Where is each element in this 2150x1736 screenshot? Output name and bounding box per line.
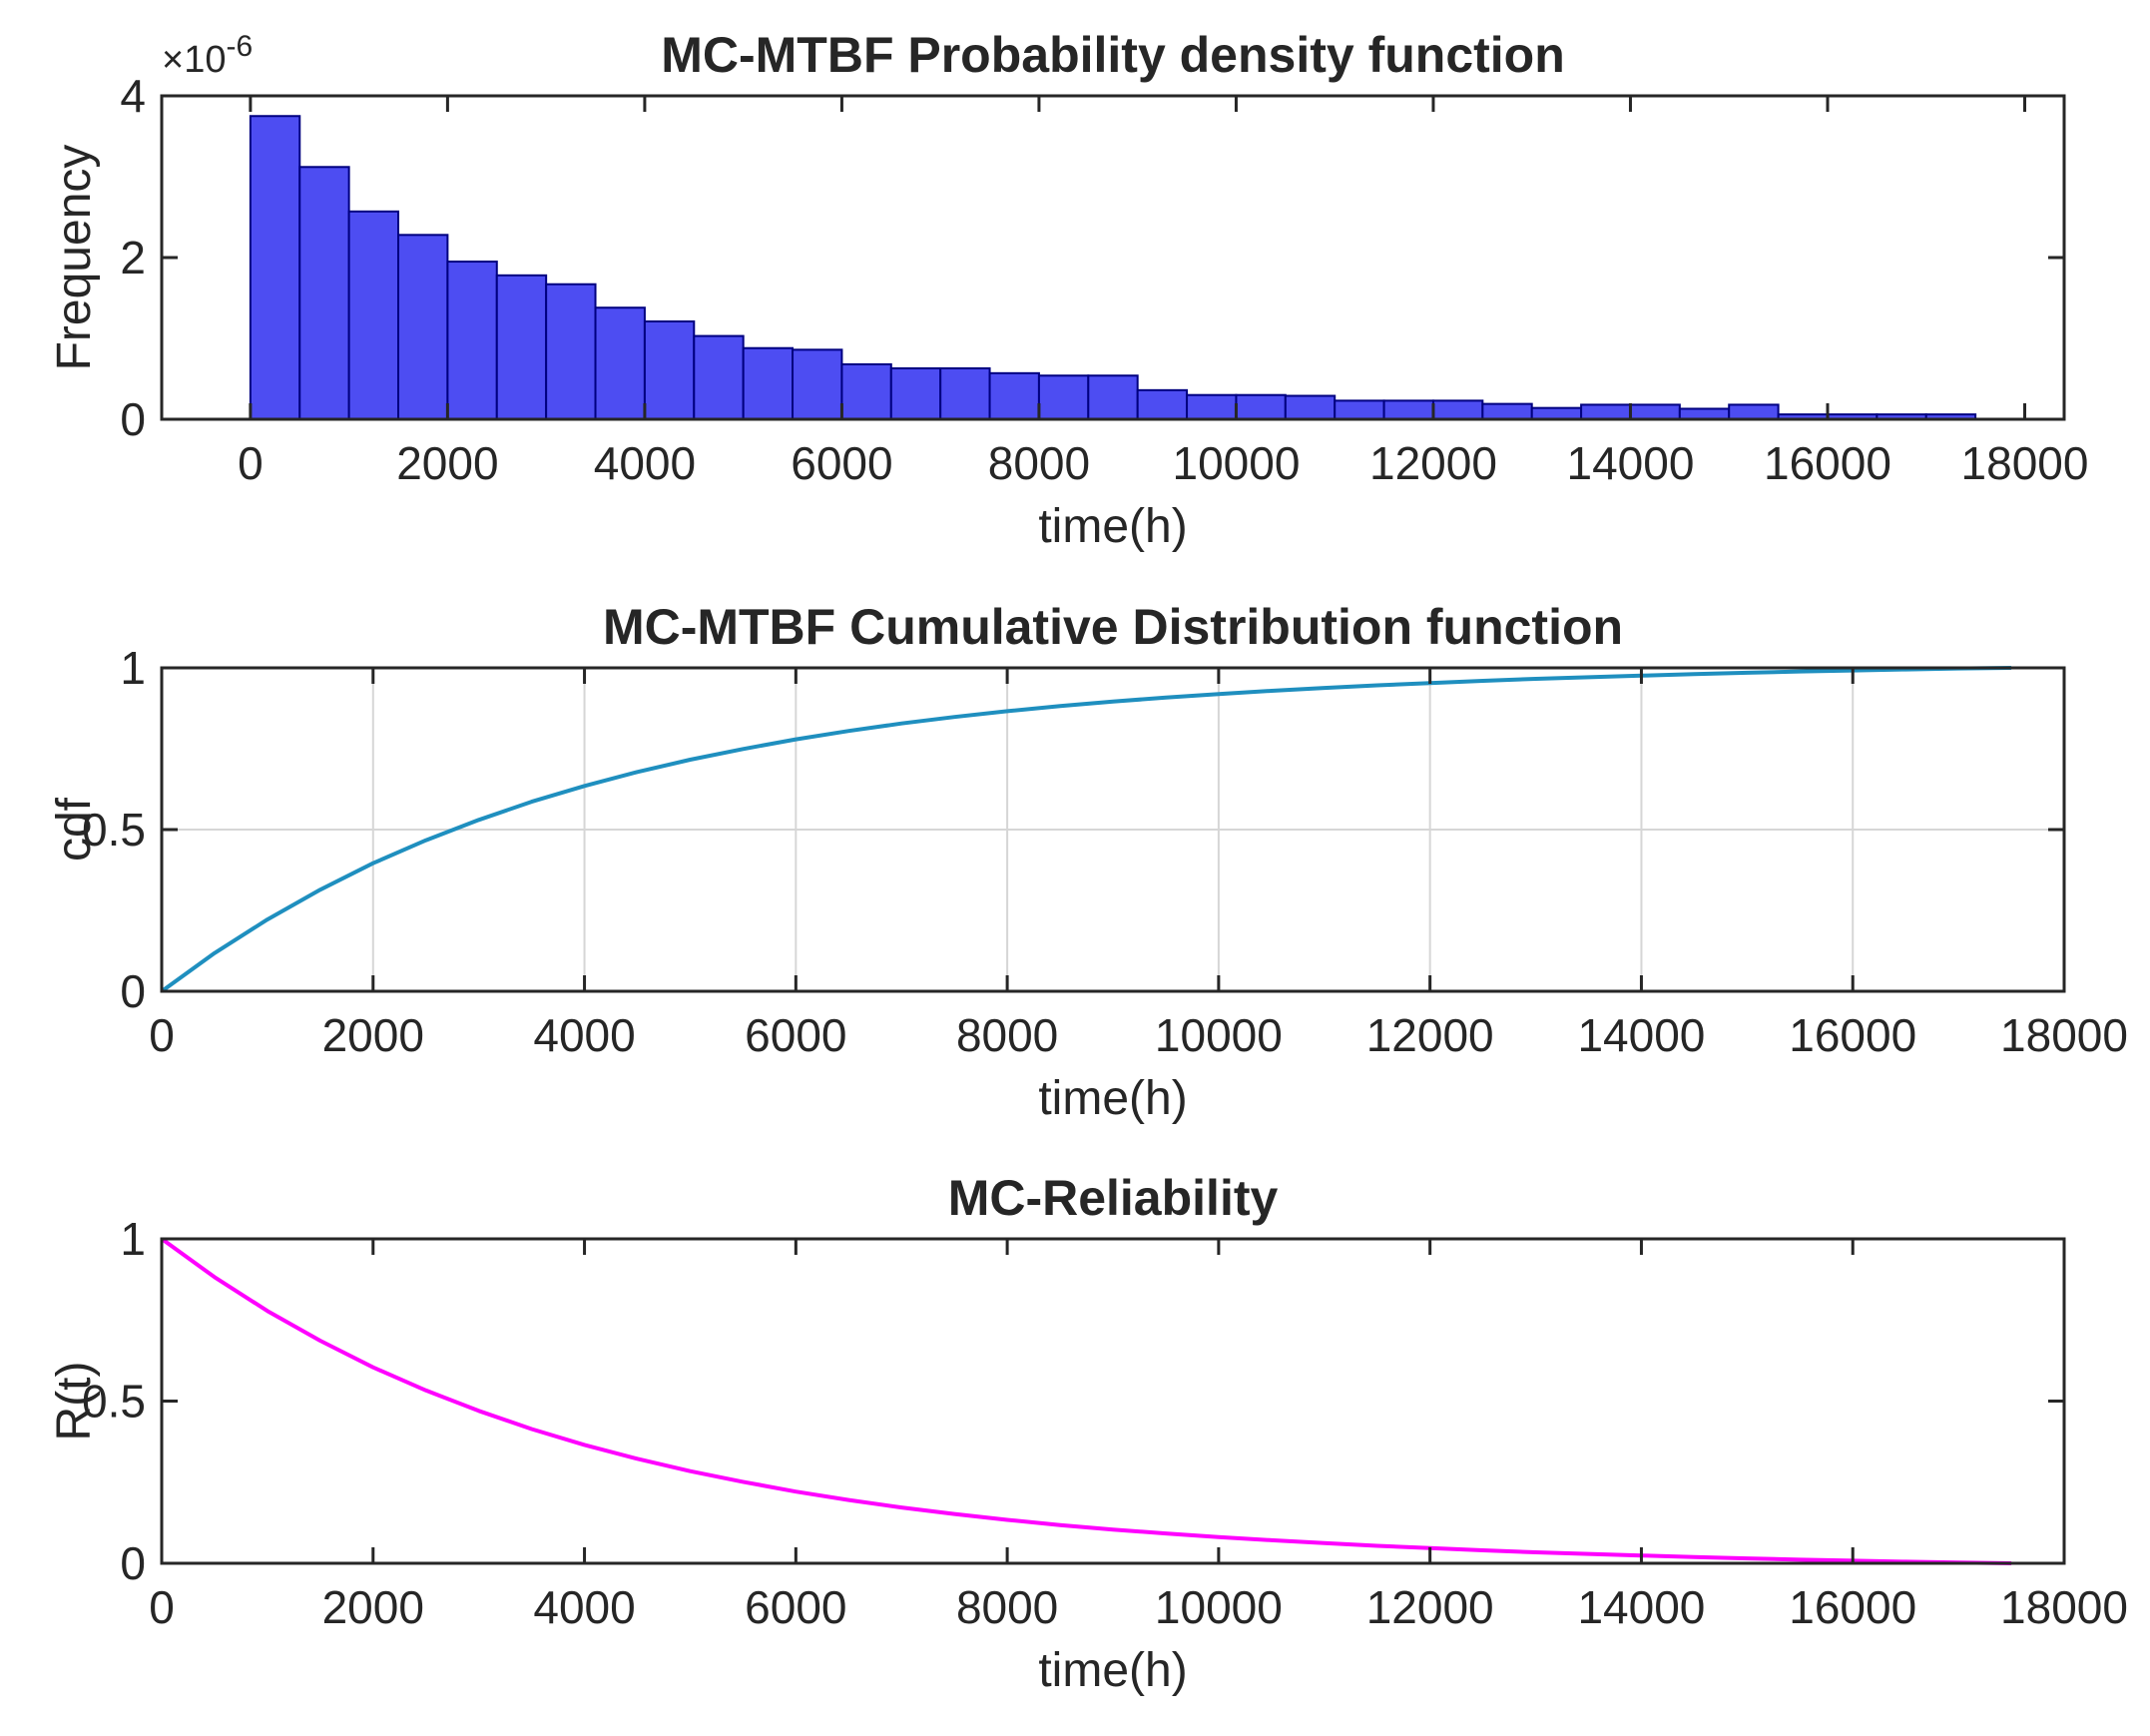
- x-tick-label: 6000: [745, 1009, 846, 1061]
- x-tick-label: 12000: [1366, 1581, 1494, 1633]
- histogram-bar: [1431, 399, 1484, 420]
- histogram-bar: [1037, 374, 1090, 421]
- series-line: [160, 666, 2012, 993]
- x-tick-label: 4000: [533, 1009, 635, 1061]
- x-tick-label: 16000: [1789, 1581, 1916, 1633]
- y-exponent-power: -6: [226, 30, 253, 63]
- x-axis-label: time(h): [1038, 500, 1187, 553]
- y-tick-label: 0.5: [82, 804, 146, 856]
- x-tick-label: 8000: [988, 437, 1090, 489]
- y-axis-label: cdf: [48, 797, 101, 862]
- x-tick-label: 8000: [956, 1009, 1058, 1061]
- histogram-bar: [1186, 393, 1238, 421]
- histogram-bar: [693, 334, 745, 421]
- histogram-bar: [939, 366, 991, 420]
- x-tick-label: 2000: [322, 1009, 424, 1061]
- histogram-bar: [1334, 399, 1385, 420]
- chart-title: MC-Reliability: [948, 1170, 1279, 1226]
- histogram-bar: [1235, 393, 1287, 421]
- y-tick-label: 1: [120, 1213, 146, 1265]
- y-axis-label: Frequency: [48, 145, 101, 371]
- histogram-bar: [1481, 402, 1533, 420]
- x-tick-label: 16000: [1789, 1009, 1916, 1061]
- x-tick-label: 0: [149, 1581, 175, 1633]
- x-tick-label: 0: [238, 437, 264, 489]
- axes-background: [162, 1239, 2064, 1563]
- histogram-bar: [840, 362, 892, 421]
- x-tick-label: 2000: [396, 437, 498, 489]
- histogram-bar: [792, 348, 843, 420]
- x-tick-label: 14000: [1577, 1009, 1705, 1061]
- x-tick-label: 4000: [533, 1581, 635, 1633]
- chart-title: MC-MTBF Probability density function: [661, 27, 1565, 83]
- y-exponent-label: ×10-6: [162, 30, 253, 81]
- histogram-bar: [889, 366, 942, 420]
- x-tick-label: 4000: [594, 437, 696, 489]
- x-tick-label: 10000: [1155, 1009, 1283, 1061]
- histogram-bar: [495, 274, 548, 420]
- y-tick-label: 0.5: [82, 1376, 146, 1428]
- y-axis-label: R(t): [48, 1362, 101, 1442]
- histogram-bar: [397, 234, 449, 420]
- x-tick-label: 12000: [1366, 1009, 1494, 1061]
- histogram-bar: [742, 346, 795, 420]
- y-tick-label: 4: [120, 70, 146, 122]
- y-tick-label: 2: [120, 232, 146, 284]
- y-tick-label: 0: [120, 393, 146, 445]
- histogram-bar: [1284, 394, 1337, 421]
- x-tick-label: 8000: [956, 1581, 1058, 1633]
- y-tick-label: 0: [120, 1537, 146, 1589]
- x-axis-label: time(h): [1038, 1072, 1187, 1125]
- histogram-bar: [1136, 388, 1189, 420]
- histogram-bar: [988, 371, 1040, 420]
- x-tick-label: 14000: [1577, 1581, 1705, 1633]
- histogram-bar: [347, 210, 400, 420]
- x-tick-label: 2000: [322, 1581, 424, 1633]
- histogram-bar: [1382, 399, 1434, 420]
- histogram-bar: [298, 166, 350, 420]
- histogram-bar: [1629, 403, 1681, 421]
- histogram-bar: [1087, 374, 1139, 421]
- x-tick-label: 18000: [1961, 437, 2089, 489]
- subplot-3: 0 2000 4000 6000 8000 10000 12000 14000 16000 180…: [48, 1170, 2128, 1697]
- histogram-bar: [1530, 406, 1583, 421]
- subplot-2: 0 2000 4000 6000 8000 10000 12000 14000 16000 180…: [48, 599, 2128, 1125]
- histogram-bar: [545, 283, 597, 421]
- x-tick-label: 10000: [1155, 1581, 1283, 1633]
- x-tick-label: 6000: [791, 437, 892, 489]
- y-exponent-base: ×10: [162, 39, 226, 81]
- y-tick-label: 0: [120, 965, 146, 1017]
- x-tick-label: 18000: [2000, 1581, 2128, 1633]
- histogram-bar: [594, 306, 646, 420]
- y-tick-label: 1: [120, 642, 146, 694]
- x-tick-label: 18000: [2000, 1009, 2128, 1061]
- x-tick-label: 10000: [1172, 437, 1300, 489]
- histogram-bar: [446, 261, 498, 420]
- histogram-bar: [249, 115, 301, 420]
- subplot-1: 0 2000 4000 6000 8000 10000 12000 14000 16000 180…: [48, 27, 2088, 553]
- histogram-bar: [1580, 403, 1632, 421]
- histogram-bar: [1678, 407, 1731, 421]
- x-tick-label: 16000: [1764, 437, 1891, 489]
- x-tick-label: 14000: [1567, 437, 1695, 489]
- x-tick-label: 6000: [745, 1581, 846, 1633]
- histogram-bar: [1728, 403, 1780, 421]
- x-tick-label: 12000: [1369, 437, 1497, 489]
- x-axis-label: time(h): [1038, 1644, 1187, 1697]
- x-tick-label: 0: [149, 1009, 175, 1061]
- series-line: [160, 1237, 2012, 1565]
- chart-title: MC-MTBF Cumulative Distribution function: [603, 599, 1623, 655]
- histogram-bar: [643, 319, 696, 420]
